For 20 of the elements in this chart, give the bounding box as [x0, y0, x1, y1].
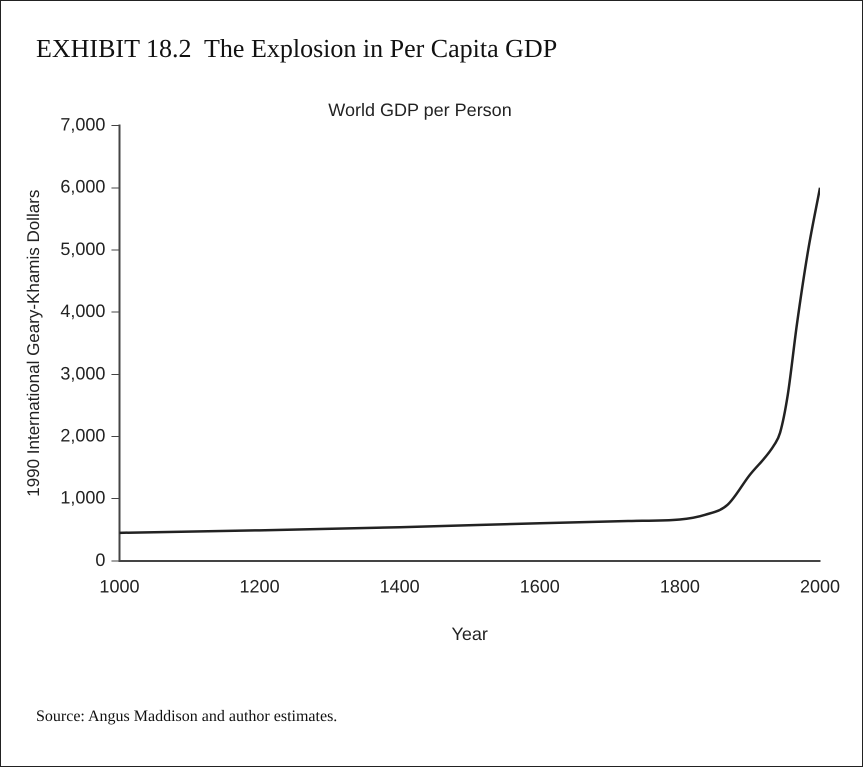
- y-tick-label: 1,000: [60, 488, 106, 508]
- y-tick-label: 0: [95, 550, 106, 570]
- x-axis-title: Year: [452, 624, 488, 644]
- y-axis-title: 1990 International Geary-Khamis Dollars: [24, 190, 43, 497]
- y-tick-label: 3,000: [60, 363, 106, 384]
- x-tick-label: 2000: [800, 576, 840, 597]
- line-series: [119, 186, 820, 534]
- x-tick-label: 1000: [99, 576, 140, 597]
- y-tick-label: 6,000: [60, 176, 106, 197]
- x-tick-label: 1600: [520, 576, 560, 597]
- y-tick-label: 2,000: [60, 425, 106, 446]
- x-tick-label: 1400: [380, 576, 420, 597]
- chart-title: EXHIBIT 18.2 The Explosion in Per Capita GDP: [36, 34, 558, 64]
- chart-subtitle: World GDP per Person: [328, 100, 512, 120]
- x-tick-label: 1200: [240, 576, 280, 597]
- source-note: Source: Angus Maddison and author estimates.: [36, 708, 338, 726]
- y-tick-label: 4,000: [60, 301, 106, 322]
- y-tick-label: 5,000: [60, 238, 106, 259]
- x-tick-label: 1800: [660, 576, 700, 597]
- y-tick-label: 7,000: [60, 114, 106, 135]
